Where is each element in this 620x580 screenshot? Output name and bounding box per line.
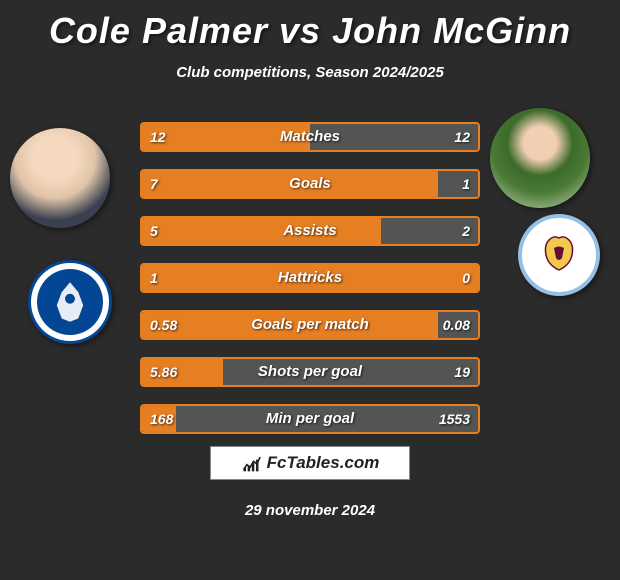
stat-label: Goals per match bbox=[142, 312, 478, 338]
stat-label: Shots per goal bbox=[142, 359, 478, 385]
fctables-logo: FcTables.com bbox=[210, 446, 410, 480]
stat-row: 10Hattricks bbox=[140, 263, 480, 293]
stat-label: Goals bbox=[142, 171, 478, 197]
villa-lion-icon bbox=[534, 230, 584, 280]
stats-container: 1212Matches 71Goals 52Assists 10Hattricks 0.… bbox=[140, 122, 480, 451]
stat-row: 5.8619Shots per goal bbox=[140, 357, 480, 387]
stat-row: 1212Matches bbox=[140, 122, 480, 152]
lion-icon bbox=[37, 269, 103, 335]
stat-label: Assists bbox=[142, 218, 478, 244]
stat-row: 52Assists bbox=[140, 216, 480, 246]
stat-row: 0.580.08Goals per match bbox=[140, 310, 480, 340]
subtitle: Club competitions, Season 2024/2025 bbox=[0, 64, 620, 81]
club-right-badge bbox=[518, 214, 600, 296]
stat-row: 1681553Min per goal bbox=[140, 404, 480, 434]
stat-label: Min per goal bbox=[142, 406, 478, 432]
player-right-avatar bbox=[490, 108, 590, 208]
page-title: Cole Palmer vs John McGinn bbox=[0, 0, 620, 52]
logo-text: FcTables.com bbox=[267, 453, 380, 473]
chelsea-icon bbox=[37, 269, 103, 335]
club-left-badge bbox=[28, 260, 112, 344]
stat-row: 71Goals bbox=[140, 169, 480, 199]
date-text: 29 november 2024 bbox=[0, 502, 620, 519]
stat-label: Matches bbox=[142, 124, 478, 150]
chart-icon bbox=[241, 453, 261, 473]
player-left-avatar bbox=[10, 128, 110, 228]
stat-label: Hattricks bbox=[142, 265, 478, 291]
